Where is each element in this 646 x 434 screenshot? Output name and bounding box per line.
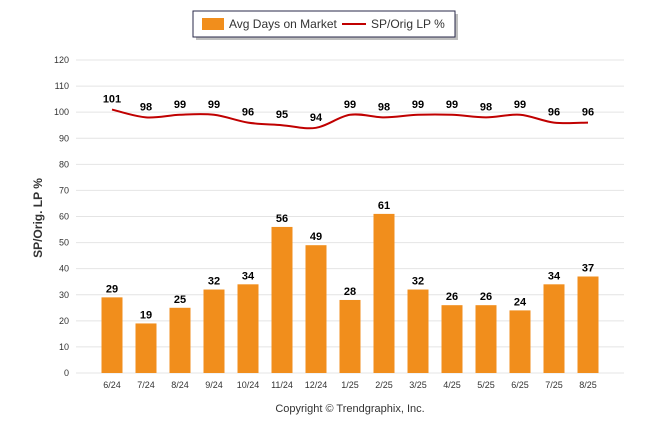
x-tick-label: 7/25 <box>545 380 563 390</box>
bar <box>135 323 157 373</box>
line-data-label: 99 <box>208 99 220 111</box>
x-tick-label: 8/25 <box>579 380 597 390</box>
bar <box>509 310 531 373</box>
bar-data-label: 19 <box>140 309 152 321</box>
y-tick-label: 90 <box>59 133 69 143</box>
line-data-label: 101 <box>103 94 121 106</box>
bar-data-label: 37 <box>582 262 594 274</box>
y-tick-label: 80 <box>59 159 69 169</box>
line-data-label: 96 <box>582 107 594 119</box>
line-data-label: 98 <box>140 101 152 113</box>
legend-label-bar: Avg Days on Market <box>229 17 337 31</box>
bar <box>441 305 463 373</box>
bar-data-label: 24 <box>514 296 527 308</box>
x-tick-label: 5/25 <box>477 380 495 390</box>
bar <box>203 289 225 373</box>
bar <box>237 284 259 373</box>
y-axis-ticks: 0 10 20 30 40 50 60 70 80 90 100 110 120 <box>54 55 69 378</box>
bar-data-label: 34 <box>548 270 561 282</box>
y-tick-label: 30 <box>59 290 69 300</box>
bar <box>101 297 123 373</box>
bar <box>373 213 395 373</box>
series-line <box>111 108 589 130</box>
bar-data-label: 26 <box>480 291 492 303</box>
line-data-label: 99 <box>412 99 424 111</box>
x-tick-label: 4/25 <box>443 380 461 390</box>
gridlines <box>76 59 624 374</box>
bar <box>475 305 497 373</box>
bar-data-label: 34 <box>242 270 255 282</box>
line-series <box>111 108 589 130</box>
x-tick-label: 6/25 <box>511 380 529 390</box>
legend-box <box>192 10 456 38</box>
x-tick-label: 11/24 <box>271 380 293 390</box>
bar <box>339 299 361 373</box>
line-data-label: 94 <box>310 112 323 124</box>
bar <box>407 289 429 373</box>
bar <box>169 307 191 373</box>
line-data-label: 98 <box>480 101 492 113</box>
copyright-footer: Copyright © Trendgraphix, Inc. <box>275 403 424 415</box>
line-data-label: 96 <box>242 107 254 119</box>
bar-data-label: 26 <box>446 291 458 303</box>
bar-data-label: 32 <box>412 276 424 288</box>
x-tick-label: 8/24 <box>171 380 189 390</box>
y-tick-label: 110 <box>55 81 69 91</box>
bar-data-labels: 29 19 25 32 34 56 49 28 61 32 26 26 24 34 37 <box>106 200 594 322</box>
bar <box>271 226 293 373</box>
line-data-label: 99 <box>174 99 186 111</box>
line-data-label: 98 <box>378 101 390 113</box>
legend-swatch-bar <box>202 18 224 30</box>
y-axis-label: SP/Orig. LP % <box>31 178 45 258</box>
x-tick-label: 1/25 <box>341 380 359 390</box>
legend-label-line: SP/Orig LP % <box>371 17 445 31</box>
y-tick-label: 60 <box>59 212 69 222</box>
line-data-label: 99 <box>344 99 356 111</box>
y-tick-label: 20 <box>59 316 69 326</box>
bar-data-label: 28 <box>344 286 356 298</box>
y-tick-label: 70 <box>59 185 69 195</box>
y-tick-label: 10 <box>59 342 69 352</box>
y-tick-label: 0 <box>64 368 69 378</box>
bar-data-label: 61 <box>378 200 390 212</box>
y-tick-label: 50 <box>59 238 69 248</box>
bar-data-label: 29 <box>106 283 118 295</box>
x-tick-label: 7/24 <box>137 380 155 390</box>
y-tick-label: 40 <box>59 264 69 274</box>
bar-data-label: 25 <box>174 294 186 306</box>
legend: Avg Days on Market SP/Orig LP % <box>192 10 458 40</box>
x-tick-label: 2/25 <box>375 380 393 390</box>
line-data-label: 96 <box>548 107 560 119</box>
line-data-label: 95 <box>276 109 288 121</box>
x-tick-label: 10/24 <box>237 380 260 390</box>
bar <box>305 245 327 373</box>
bar-data-label: 32 <box>208 276 220 288</box>
x-tick-label: 6/24 <box>103 380 121 390</box>
bar-data-label: 56 <box>276 213 288 225</box>
y-tick-label: 120 <box>54 55 69 65</box>
line-data-labels: 101 98 99 99 96 95 94 99 98 99 99 98 99 96 96 <box>103 94 594 124</box>
bar <box>577 276 599 373</box>
x-tick-label: 3/25 <box>409 380 427 390</box>
x-tick-label: 12/24 <box>305 380 328 390</box>
bar <box>543 284 565 373</box>
bar-series <box>101 213 599 373</box>
line-data-label: 99 <box>514 99 526 111</box>
bar-data-label: 49 <box>310 231 322 243</box>
x-tick-label: 9/24 <box>205 380 223 390</box>
line-data-label: 99 <box>446 99 458 111</box>
x-axis-ticks: 6/24 7/24 8/24 9/24 10/24 11/24 12/24 1/25 2/25 3… <box>103 380 597 390</box>
y-tick-label: 100 <box>54 107 69 117</box>
